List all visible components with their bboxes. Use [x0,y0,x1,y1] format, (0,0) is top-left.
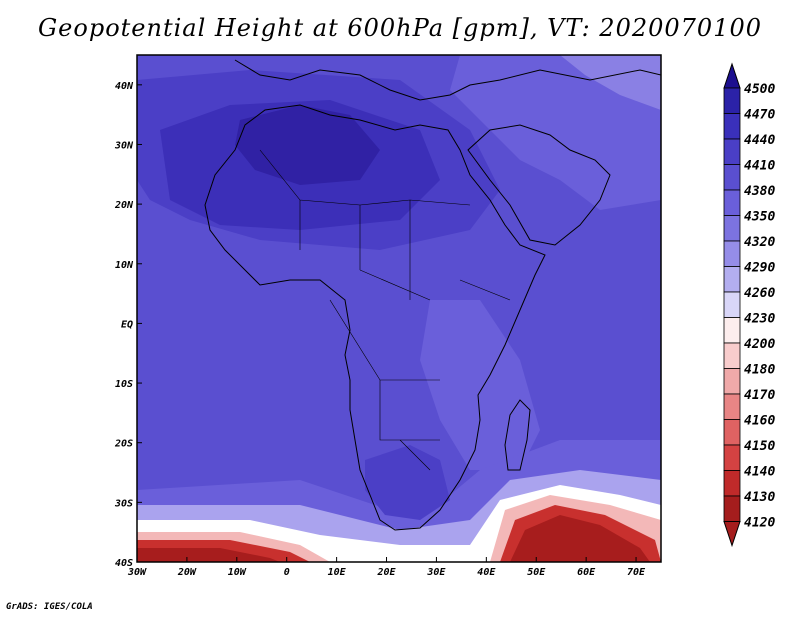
colorbar-level-label: 4440 [744,133,775,148]
colorbar-level-label: 4160 [744,414,775,429]
field-northeast-low [450,55,661,210]
x-tick-label: 20E [376,567,396,578]
y-tick-label: EQ [121,319,133,330]
colorbar-level-label: 4150 [744,439,775,454]
colorbar-level-label: 4500 [744,82,775,97]
y-tick-label: 20N [114,200,134,211]
x-tick-label: 50E [527,567,546,578]
colorbar-swatch [723,87,741,114]
colorbar-swatch [723,215,741,242]
axis-ticks: 30W 20W 10W 0 10E 20E 30E 40E 50E 60E 70E 40N 30N 20N… [114,81,646,578]
colorbar-swatch [723,419,741,446]
x-tick-label: 40E [477,567,496,578]
colorbar-swatch [723,138,741,165]
y-tick-label: 30S [114,498,133,509]
colorbar-swatch [723,266,741,293]
colorbar-min-arrow [723,521,741,548]
field-east-africa-low [420,300,540,470]
coastline-europe [234,59,661,101]
x-tick-label: 0 [284,567,290,578]
field-southern-africa-high [365,445,450,520]
y-tick-label: 10N [115,260,134,271]
coastline-africa [204,104,546,531]
y-tick-label: 20S [114,439,133,450]
colorbar-level-label: 4380 [744,184,775,199]
x-tick-label: 30E [426,567,446,578]
colorbar-level-label: 4200 [744,337,775,352]
colorbar-level-label: 4130 [744,490,775,505]
colorbar-swatch [723,317,741,344]
chart-title: Geopotential Height at 600hPa [gpm], VT:… [38,14,762,42]
colorbar-swatch [723,495,741,522]
y-tick-label: 10S [115,379,133,390]
colorbar-swatch [723,444,741,471]
colorbar-swatch [723,113,741,140]
x-tick-label: 70E [627,567,646,578]
height-field [137,55,661,562]
colorbar-swatch [723,368,741,395]
colorbar-level-label: 4180 [744,363,775,378]
colorbar-max-arrow [723,62,741,89]
x-tick-label: 60E [577,567,596,578]
credit-label: GrADS: IGES/COLA [6,602,93,612]
plot-frame [136,54,662,563]
colorbar-level-label: 4140 [744,465,775,480]
colorbar-swatch [723,164,741,191]
coastline-arabia [467,124,611,246]
colorbar-swatch [723,393,741,420]
x-tick-label: 30W [127,567,147,578]
field-northeast-pale [560,55,661,110]
colorbar-swatch [723,189,741,216]
colorbar-level-label: 4170 [744,388,775,403]
colorbar-level-label: 4320 [744,235,775,250]
coastline-madagascar [504,399,531,471]
colorbar-swatch [723,470,741,497]
colorbar-level-label: 4410 [744,159,775,174]
x-tick-label: 10W [228,567,247,578]
field-sahara-deep [235,105,380,185]
x-tick-label: 20W [177,567,197,578]
field-south-darkred [137,515,650,562]
y-tick-label: 40S [115,558,133,569]
colorbar-level-label: 4470 [744,108,775,123]
colorbar-level-label: 4350 [744,210,775,225]
colorbar-level-label: 4230 [744,312,775,327]
y-tick-label: 30N [114,140,134,151]
colorbar-swatch [723,291,741,318]
colorbar-swatch [723,240,741,267]
y-tick-label: 40N [115,81,134,92]
colorbar-swatch [723,342,741,369]
colorbar-level-label: 4290 [744,261,775,276]
country-borders [259,149,511,471]
x-tick-label: 10E [328,567,347,578]
colorbar-level-label: 4260 [744,286,775,301]
colorbar-level-label: 4120 [744,516,775,531]
colorbar: 4500 4470 4440 4410 4380 4350 4320 4290 4260 4230… [723,62,775,548]
